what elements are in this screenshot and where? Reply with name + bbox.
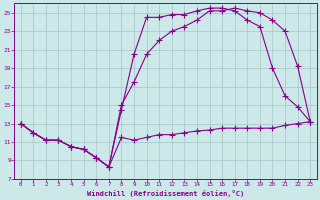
X-axis label: Windchill (Refroidissement éolien,°C): Windchill (Refroidissement éolien,°C) xyxy=(87,190,244,197)
